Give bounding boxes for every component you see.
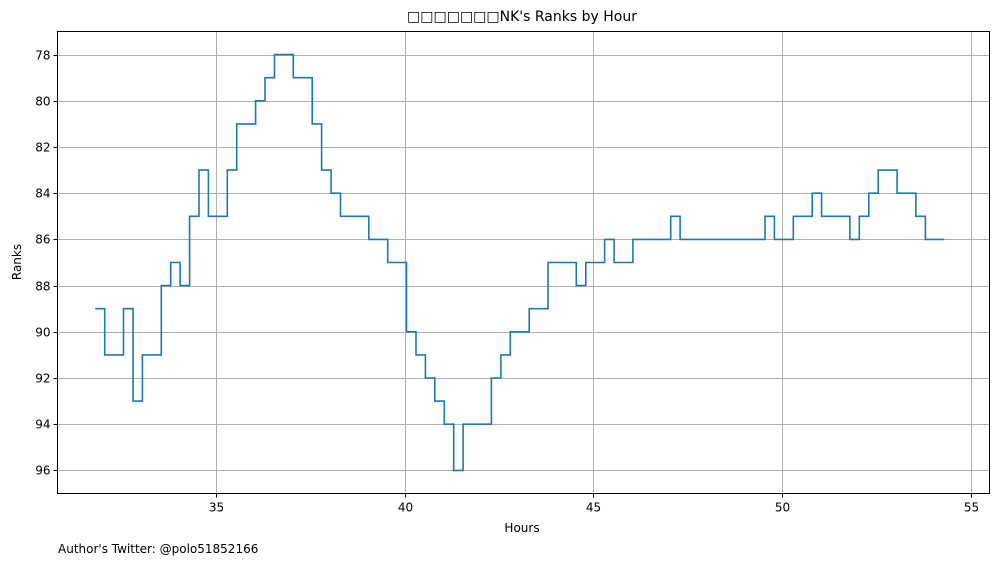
plot-area-frame [57,31,990,494]
y-tick-label: 78 [35,49,50,63]
series-lines [95,53,945,472]
x-tick-label: 45 [586,501,601,515]
x-tick-label: 40 [398,501,413,515]
x-tick-label: 55 [964,501,979,515]
y-tick-label: 84 [35,187,50,201]
y-tick-label: 92 [35,372,50,386]
y-tick-label: 86 [35,233,50,247]
rank-step-line [95,53,945,472]
x-tick-label: 35 [209,501,224,515]
x-axis-ticks: 35 40 45 50 55 [209,493,979,515]
grid-lines [57,31,990,494]
y-tick-label: 90 [35,326,50,340]
y-axis-ticks: 78 80 82 84 86 88 90 92 94 96 [35,49,58,478]
x-axis-label: Hours [504,521,539,535]
y-tick-label: 94 [35,418,50,432]
y-tick-label: 80 [35,95,50,109]
y-tick-label: 88 [35,280,50,294]
y-tick-label: 82 [35,141,50,155]
x-tick-label: 50 [775,501,790,515]
author-credit: Author's Twitter: @polo51852166 [58,542,258,556]
y-tick-label: 96 [35,464,50,478]
chart-title: □□□□□□□NK's Ranks by Hour [407,9,637,25]
y-axis-label: Ranks [10,244,24,280]
